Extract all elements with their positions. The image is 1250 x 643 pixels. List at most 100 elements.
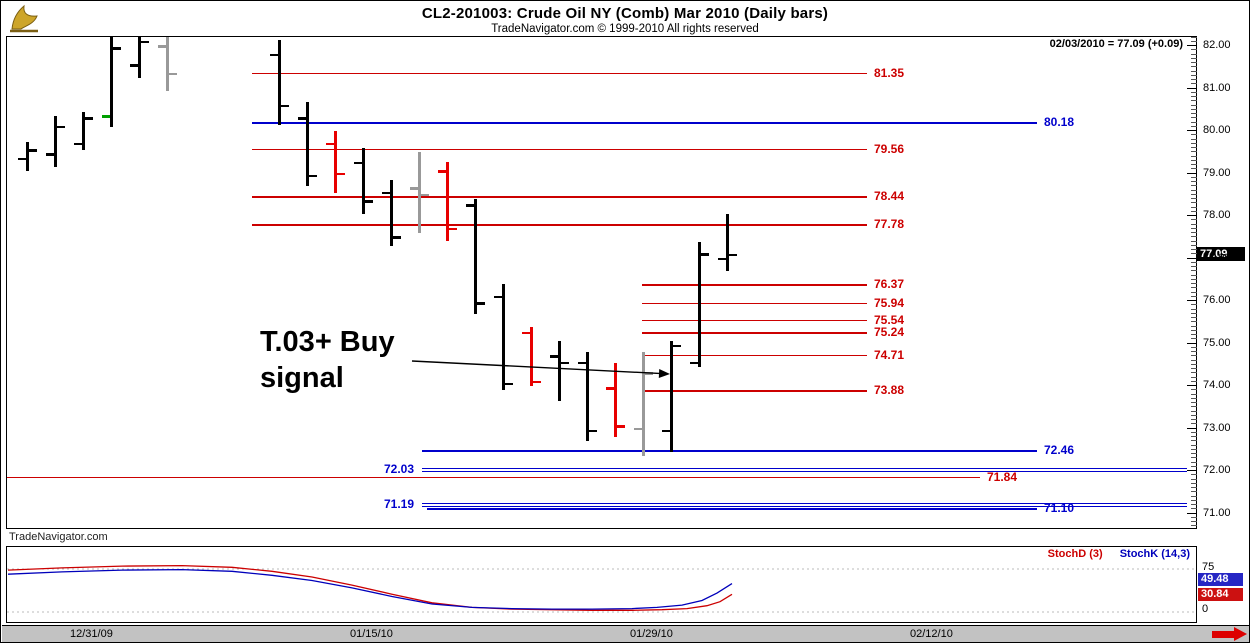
- price-level-line: [422, 450, 1037, 453]
- price-axis-minor-tick: [1191, 236, 1197, 238]
- price-axis-minor-tick: [1191, 414, 1197, 416]
- price-axis-minor-tick: [1191, 74, 1197, 76]
- price-axis-minor-tick: [1191, 100, 1197, 102]
- time-axis-label: 12/31/09: [70, 628, 113, 640]
- price-bar: [446, 161, 449, 242]
- price-level-line: [427, 508, 1037, 511]
- price-level-label: 77.78: [874, 217, 905, 232]
- price-bar: [110, 37, 113, 127]
- price-axis-minor-tick: [1191, 189, 1197, 191]
- price-level-line: [422, 503, 1187, 505]
- price-axis-minor-tick: [1191, 79, 1197, 80]
- price-axis-minor-tick: [1191, 291, 1197, 293]
- scroll-right-arrow-icon[interactable]: [1212, 627, 1249, 642]
- price-axis-minor-tick: [1191, 431, 1197, 433]
- time-axis[interactable]: 12/31/09 01/15/10 01/29/10 02/12/10: [2, 625, 1249, 642]
- price-axis-label: 72.00: [1203, 464, 1231, 476]
- price-bar-close-tick: [84, 117, 93, 120]
- price-axis-minor-tick: [1191, 159, 1197, 161]
- price-chart-area[interactable]: T.03+ Buy signal 81.35 80.18 79.56 78.44 77.…: [6, 36, 1197, 529]
- stochk-line: [7, 568, 733, 610]
- price-axis-minor-tick: [1191, 91, 1197, 93]
- scroll-arrow-head: [1234, 627, 1247, 641]
- price-level-label: 79.56: [874, 141, 905, 156]
- price-axis-minor-tick: [1191, 219, 1197, 221]
- price-level-label: 78.44: [874, 189, 905, 204]
- price-axis-minor-tick: [1191, 168, 1197, 170]
- price-bar: [502, 284, 505, 391]
- price-axis-major-tick: [1187, 470, 1197, 471]
- price-level-line: [422, 470, 1187, 472]
- price-axis-minor-tick: [1191, 495, 1197, 497]
- price-bar-open-tick: [18, 157, 26, 161]
- price-axis-major-tick: [1187, 300, 1197, 301]
- price-axis-minor-tick: [1191, 372, 1197, 374]
- trade-navigator-logo-icon: [8, 4, 40, 33]
- stochd-value-badge: 30.84: [1198, 588, 1243, 601]
- price-axis-minor-tick: [1191, 210, 1197, 212]
- price-axis-minor-tick: [1191, 117, 1197, 119]
- price-bar-close-tick: [728, 253, 737, 257]
- price-axis-minor-tick: [1191, 270, 1197, 272]
- price-bar-open-tick: [326, 142, 334, 146]
- price-axis-minor-tick: [1191, 164, 1197, 165]
- time-axis-label: 02/12/10: [910, 628, 953, 640]
- price-axis-minor-tick: [1191, 96, 1197, 97]
- price-axis-major-tick: [1187, 512, 1197, 514]
- price-axis-minor-tick: [1191, 147, 1197, 148]
- price-axis-label: 79.00: [1203, 166, 1231, 179]
- price-bar-close-tick: [140, 40, 149, 44]
- price-bar: [558, 341, 561, 401]
- last-price-readout: 02/03/2010 = 77.09 (+0.09): [1049, 38, 1183, 50]
- price-axis-minor-tick: [1191, 521, 1197, 522]
- price-axis-minor-tick: [1191, 389, 1197, 391]
- price-bar-open-tick: [690, 361, 698, 365]
- price-axis-minor-tick: [1191, 516, 1197, 518]
- price-axis-minor-tick: [1191, 491, 1197, 493]
- price-axis-minor-tick: [1191, 138, 1197, 140]
- price-bar-close-tick: [560, 361, 569, 365]
- price-bar: [306, 102, 309, 187]
- price-axis-minor-tick: [1191, 397, 1197, 399]
- price-bar-open-tick: [130, 64, 138, 67]
- price-axis-minor-tick: [1191, 487, 1197, 488]
- annotation-line-2: signal: [260, 362, 344, 394]
- price-axis-minor-tick: [1191, 253, 1197, 255]
- price-axis-minor-tick: [1191, 104, 1197, 106]
- price-axis-minor-tick: [1191, 49, 1197, 51]
- price-axis-label: 78.00: [1203, 209, 1231, 221]
- price-bar-open-tick: [522, 331, 530, 335]
- current-price-badge: 77.09: [1197, 247, 1245, 261]
- price-axis-label: 81.00: [1203, 81, 1231, 94]
- price-axis-label: 76.00: [1203, 294, 1231, 306]
- price-axis-minor-tick: [1191, 308, 1197, 310]
- price-axis-minor-tick: [1191, 482, 1197, 484]
- price-bar-close-tick: [168, 72, 177, 76]
- price-level-line: [252, 122, 1037, 125]
- price-axis-minor-tick: [1191, 274, 1197, 276]
- price-bar-close-tick: [308, 174, 317, 178]
- price-bar: [166, 37, 169, 91]
- price-axis-minor-tick: [1191, 240, 1197, 242]
- price-bar-open-tick: [270, 53, 278, 56]
- price-axis-minor-tick: [1191, 499, 1197, 501]
- price-level-line: [642, 332, 867, 334]
- price-axis-minor-tick: [1191, 83, 1197, 85]
- stochastic-panel[interactable]: StochD (3) StochK (14,3): [6, 546, 1197, 623]
- price-axis-minor-tick: [1191, 525, 1197, 527]
- price-bar-open-tick: [354, 161, 362, 165]
- price-axis-minor-tick: [1191, 295, 1197, 297]
- price-axis-minor-tick: [1191, 465, 1197, 467]
- price-bar-open-tick: [466, 204, 474, 207]
- price-bar-close-tick: [280, 104, 289, 107]
- price-axis-label: 74.00: [1203, 379, 1231, 391]
- price-axis-minor-tick: [1191, 287, 1197, 289]
- price-level-line: [642, 302, 867, 305]
- price-axis-minor-tick: [1191, 508, 1197, 510]
- stochk-value-badge: 49.48: [1198, 573, 1243, 586]
- price-bar-open-tick: [550, 355, 558, 358]
- price-axis[interactable]: 77.09 82.00 81.00 80.00 79.00 78.00 77.00 76.0…: [1187, 1, 1249, 642]
- price-bar-close-tick: [112, 47, 121, 50]
- price-axis-minor-tick: [1191, 193, 1197, 195]
